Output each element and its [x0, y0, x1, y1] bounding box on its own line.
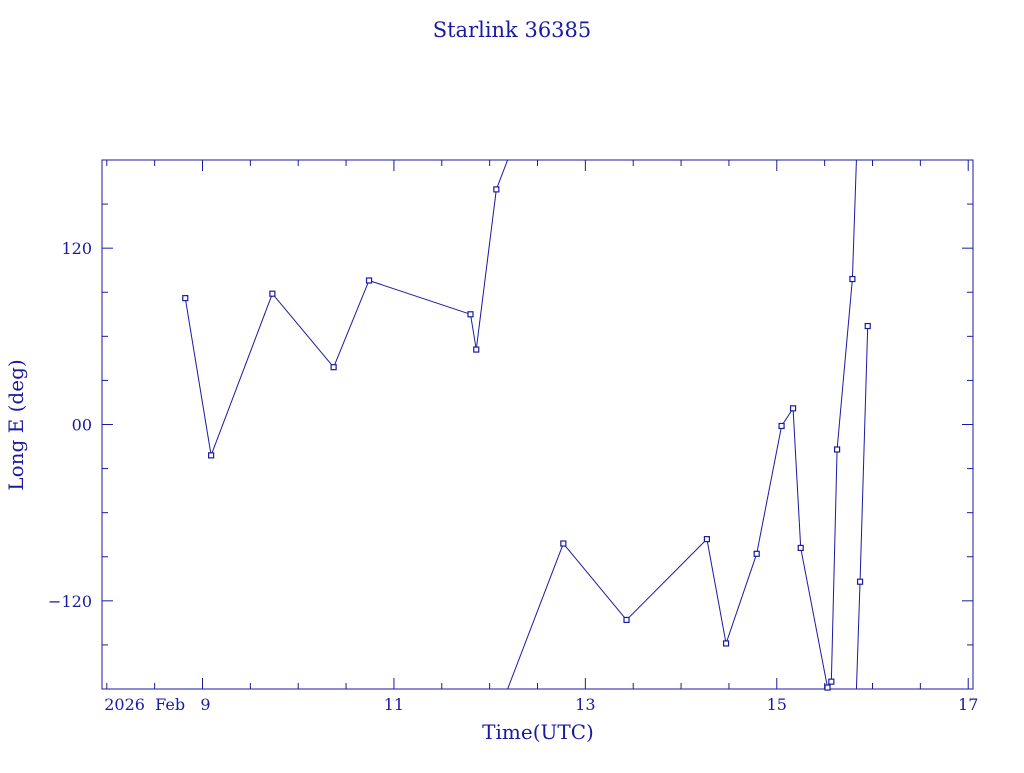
x-tick-label: 11: [384, 695, 404, 714]
series-line-segment: [859, 326, 869, 582]
y-tick-label: −120: [48, 592, 92, 611]
series-line-segment: [800, 547, 829, 688]
x-tick-label: 15: [767, 695, 787, 714]
data-point-marker: [493, 186, 500, 193]
data-point-marker: [778, 422, 785, 430]
series-line-segment: [210, 293, 273, 456]
series-line-segment: [470, 314, 477, 350]
data-point-marker: [722, 640, 730, 647]
y-axis-label: Long E (deg): [4, 359, 28, 490]
series-line-segment: [333, 280, 370, 368]
x-axis-label: Time(UTC): [482, 720, 594, 744]
data-point-marker: [849, 275, 856, 283]
data-point-marker: [703, 536, 711, 543]
series-line-segment: [725, 553, 758, 644]
chart-title: Starlink 36385: [433, 18, 592, 42]
series-line-segment: [368, 280, 471, 315]
series-line-segment: [495, 160, 509, 190]
data-point-marker: [208, 452, 215, 459]
x-tick-label: 13: [575, 695, 595, 714]
series-line-segment: [507, 543, 564, 689]
data-point-marker: [824, 684, 831, 691]
series-line-segment: [855, 581, 861, 689]
series-line-segment: [756, 425, 783, 554]
data-point-marker: [269, 290, 276, 297]
data-point-marker: [833, 446, 841, 453]
data-point-marker: [623, 616, 630, 624]
data-point-marker: [365, 277, 373, 284]
x-tick-label: 2026 Feb 9: [104, 695, 210, 714]
data-point-marker: [473, 346, 480, 353]
data-point-marker: [797, 544, 804, 552]
data-point-marker: [182, 295, 189, 302]
series-line-segment: [836, 278, 853, 450]
data-point-marker: [560, 540, 567, 547]
data-point-marker: [753, 550, 760, 557]
data-point-marker: [828, 678, 835, 685]
series-line-segment: [271, 293, 335, 368]
series-line-segment: [706, 539, 727, 644]
series-line-segment: [475, 189, 497, 350]
data-point-marker: [864, 322, 871, 330]
series-line-segment: [626, 538, 708, 621]
data-point-marker: [789, 405, 797, 412]
y-tick-label: 00: [72, 416, 92, 435]
series-line-segment: [830, 449, 838, 682]
series-line-segment: [851, 160, 857, 280]
data-point-marker: [856, 578, 864, 585]
series-line-segment: [792, 408, 802, 548]
data-point-marker: [330, 364, 337, 371]
y-tick-label: 120: [61, 239, 92, 258]
series-line-segment: [562, 543, 627, 621]
x-tick-label: 17: [958, 695, 978, 714]
data-point-marker: [467, 311, 474, 318]
series-line-segment: [184, 298, 212, 456]
